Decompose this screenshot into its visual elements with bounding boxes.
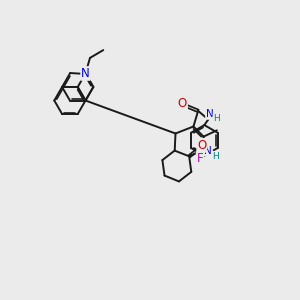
Text: O: O	[197, 139, 206, 152]
Text: H: H	[213, 114, 220, 123]
Text: F: F	[196, 152, 203, 165]
Text: N: N	[206, 109, 214, 119]
Text: O: O	[178, 98, 187, 110]
Text: H: H	[212, 152, 219, 160]
Text: N: N	[81, 67, 90, 80]
Text: N: N	[204, 146, 212, 156]
